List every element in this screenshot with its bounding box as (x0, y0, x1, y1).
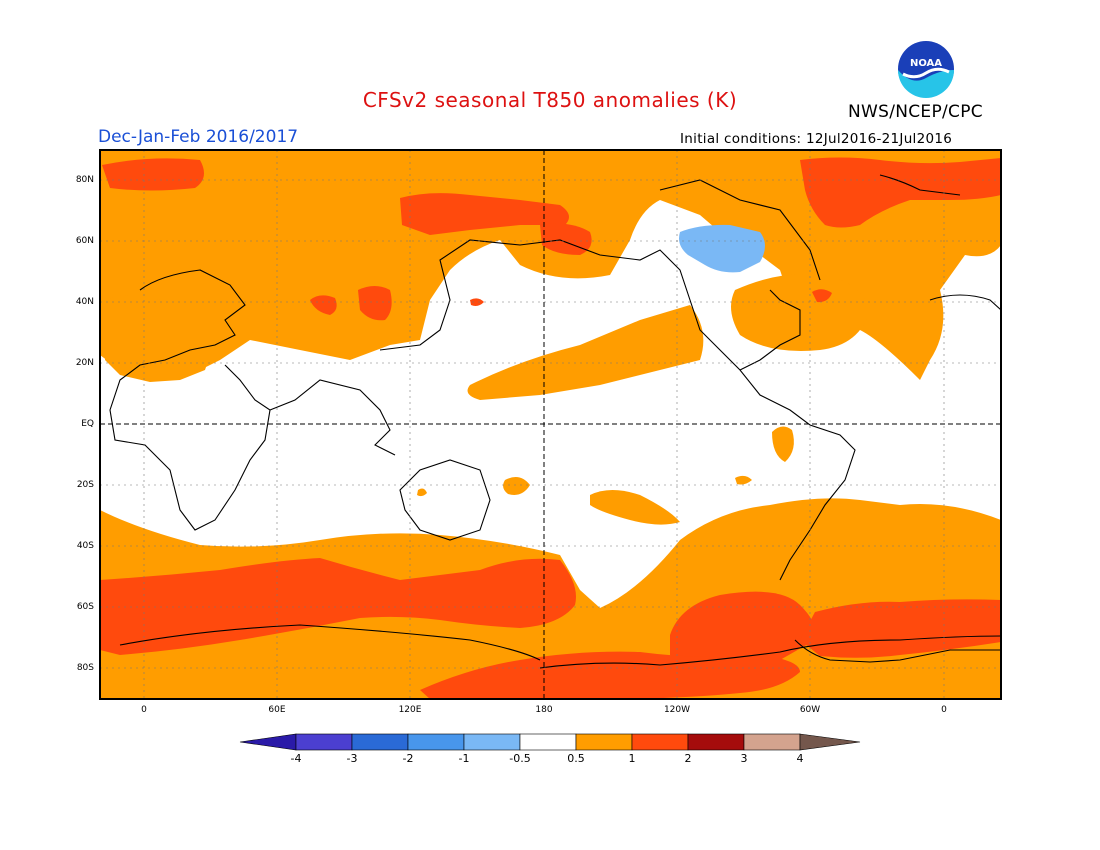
colorbar-label: -0.5 (509, 752, 531, 765)
initial-conditions: Initial conditions: 12Jul2016-21Jul2016 (680, 131, 953, 147)
colorbar-bin-neutral (519, 733, 577, 751)
colorbar-arrow-low (239, 733, 297, 751)
agency-label: NWS/NCEP/CPC (848, 102, 983, 122)
colorbar-label: -2 (402, 752, 414, 765)
forecast-period: Dec-Jan-Feb 2016/2017 (98, 127, 299, 147)
lon-label-0: 0 (141, 705, 147, 715)
lon-label-120e: 120E (398, 705, 422, 715)
colorbar-label: 0.5 (567, 752, 585, 765)
lat-label-80s: 80S (76, 663, 94, 673)
map-title: CFSv2 seasonal T850 anomalies (K) (362, 88, 738, 112)
lon-label-120w: 120W (663, 705, 691, 715)
lat-label-40n: 40N (75, 297, 94, 307)
colorbar-bin-p3-4 (743, 733, 801, 751)
lat-label-40s: 40S (76, 541, 94, 551)
lat-label-60n: 60N (75, 236, 94, 246)
colorbar-label: -1 (458, 752, 470, 765)
colorbar-label: -3 (346, 752, 358, 765)
colorbar-label: 4 (796, 752, 804, 765)
lat-label-20n: 20N (75, 358, 94, 368)
colorbar-bin-m2-m1 (407, 733, 465, 751)
graticule (100, 150, 1001, 699)
colorbar-bin-p2-3 (687, 733, 745, 751)
colorbar-bin-m1-m05 (463, 733, 521, 751)
colorbar-bin-m4-m3 (295, 733, 353, 751)
lon-label-0-east: 0 (941, 705, 947, 715)
lat-label-80n: 80N (75, 175, 94, 185)
lon-label-60w: 60W (799, 705, 821, 715)
colorbar-label: 1 (628, 752, 636, 765)
reference-lines (100, 150, 1001, 699)
lat-label-eq: EQ (81, 419, 94, 429)
colorbar-bin-p05-1 (575, 733, 633, 751)
noaa-logo: NOAA (898, 41, 954, 98)
colorbar-bin-m3-m2 (351, 733, 409, 751)
colorbar-label: -4 (290, 752, 302, 765)
lat-label-60s: 60S (76, 602, 94, 612)
colorbar-label: 3 (740, 752, 748, 765)
colorbar-bin-p1-2 (631, 733, 689, 751)
lat-label-20s: 20S (76, 480, 94, 490)
coastlines (109, 174, 1001, 669)
colorbar-label: 2 (684, 752, 692, 765)
map-frame (99, 149, 1002, 700)
lon-label-60e: 60E (268, 705, 286, 715)
lon-label-180: 180 (535, 705, 553, 715)
noaa-logo-text: NOAA (910, 58, 942, 69)
colorbar-arrow-high (799, 733, 861, 751)
